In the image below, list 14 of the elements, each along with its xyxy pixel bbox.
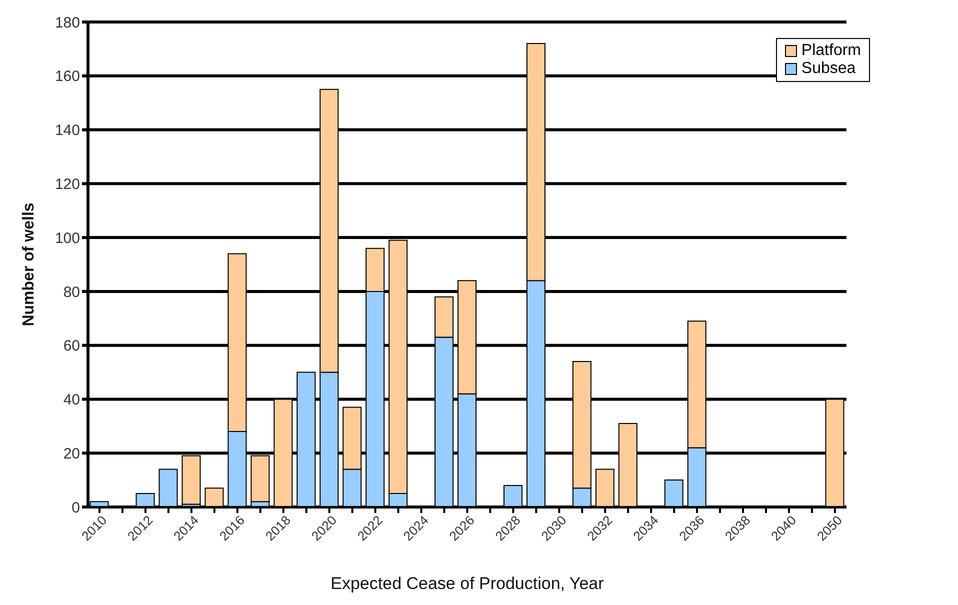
y-tick-label: 120: [54, 176, 80, 193]
y-tick-label: 20: [63, 445, 80, 462]
x-axis-title: Expected Cease of Production, Year: [330, 574, 604, 593]
y-axis-title: Number of wells: [20, 202, 38, 326]
y-tick-label: 100: [54, 230, 80, 247]
y-tick-label: 140: [54, 122, 80, 140]
y-tick-label: 180: [54, 14, 80, 32]
legend-label: Subsea: [801, 60, 856, 78]
y-tick-label: 160: [54, 68, 80, 86]
y-tick-label: 80: [63, 284, 80, 301]
y-tick-label: 40: [63, 392, 80, 409]
legend-label: Platform: [801, 42, 861, 60]
y-tick-label: 0: [72, 499, 80, 516]
y-tick-label: 60: [63, 338, 80, 355]
